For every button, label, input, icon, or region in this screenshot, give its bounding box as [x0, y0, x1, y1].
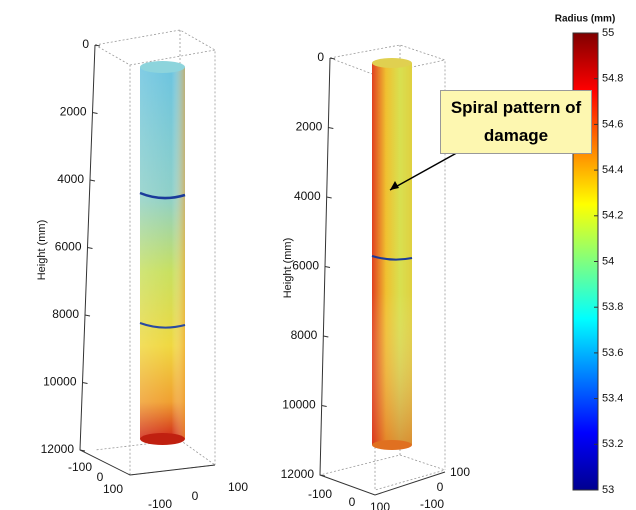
z-tick-label: 2000	[296, 120, 323, 134]
colorbar-tick-label: 53.2	[602, 438, 623, 450]
z-tick	[326, 196, 332, 199]
z-tick	[89, 179, 96, 182]
colorbar-title: Radius (mm)	[555, 14, 616, 25]
arrow-head	[390, 181, 399, 190]
y-tick-label: -100	[420, 497, 444, 510]
z-tick-label: 4000	[294, 189, 321, 203]
z-tick	[319, 474, 326, 477]
z-tick-label: 12000	[41, 442, 75, 456]
z-tick-label: 8000	[291, 328, 318, 342]
z-tick	[329, 57, 336, 60]
y-tick-label: 0	[192, 489, 199, 503]
z-axis-label: Height (mm)	[36, 220, 48, 281]
z-tick-label: 2000	[60, 105, 87, 119]
z-tick-label: 10000	[43, 375, 77, 389]
y-tick-label: 0	[437, 480, 444, 494]
annotation: Spiral pattern of damage	[440, 90, 592, 154]
x-tick-label: 100	[103, 482, 123, 496]
z-tick-label: 8000	[52, 307, 79, 321]
z-tick-label: 4000	[57, 172, 84, 186]
z-tick	[84, 314, 91, 317]
colorbar-tick-label: 54.6	[602, 118, 623, 130]
cylinder-right	[371, 58, 413, 450]
colorbar-tick-label: 53.8	[602, 301, 623, 313]
y-tick-label: 100	[228, 480, 248, 494]
z-tick	[92, 112, 98, 114]
colorbar-tick-label: 53.6	[602, 347, 623, 359]
z-tick-label: 10000	[282, 398, 316, 412]
z-tick	[324, 266, 331, 268]
y-tick-label: -100	[148, 497, 172, 510]
z-tick	[321, 405, 327, 407]
x-tick-label: 100	[370, 500, 390, 510]
z-axis-label: Height (mm)	[282, 238, 294, 299]
z-tick	[82, 382, 88, 384]
x-tick-label: -100	[308, 487, 332, 501]
z-tick-label: 6000	[55, 240, 82, 254]
x-tick-label: 0	[97, 470, 104, 484]
z-tick	[79, 449, 86, 452]
z-tick	[94, 44, 101, 47]
z-tick-label: 6000	[292, 259, 319, 273]
colorbar-tick-label: 53.4	[602, 393, 623, 405]
colorbar-tick-label: 55	[602, 27, 614, 39]
colorbar-tick-label: 54.4	[602, 164, 623, 176]
x-tick-label: -100	[68, 460, 92, 474]
colorbar-tick-label: 54.8	[602, 73, 623, 85]
cylinder-left	[139, 61, 186, 445]
z-tick-label: 0	[82, 37, 89, 51]
annotation-arrow	[389, 149, 463, 191]
z-tick	[328, 127, 334, 129]
colorbar-tick-label: 54.2	[602, 210, 623, 222]
z-tick-label: 0	[317, 50, 324, 64]
z-tick	[87, 247, 93, 249]
x-tick-label: 0	[349, 495, 356, 509]
z-tick-label: 12000	[281, 467, 315, 481]
z-tick	[323, 335, 329, 338]
colorbar-tick-label: 53	[602, 484, 614, 496]
y-tick-label: 100	[450, 465, 470, 479]
colorbar-tick-label: 54	[602, 255, 614, 267]
